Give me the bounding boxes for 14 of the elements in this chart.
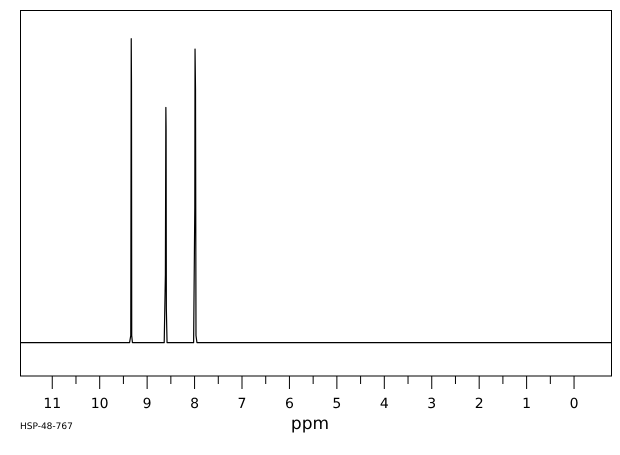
x-tick-label: 3 [427,396,436,412]
x-tick-label: 9 [142,396,152,412]
x-tick-label: 6 [284,396,294,412]
x-axis-title: ppm [290,414,330,434]
text: HSP-48-767 [20,422,73,432]
x-tick-label: 8 [190,396,200,412]
x-tick-label: 10 [90,396,109,412]
x-tick-label: 7 [238,396,246,412]
x-tick-label: 2 [474,396,484,412]
x-tick-label: 5 [332,396,342,412]
x-tick-label: 4 [380,396,389,412]
x-tick-label: 0 [570,396,579,412]
x-tick-label: 11 [43,396,62,412]
x-tick-label: 1 [522,396,532,412]
